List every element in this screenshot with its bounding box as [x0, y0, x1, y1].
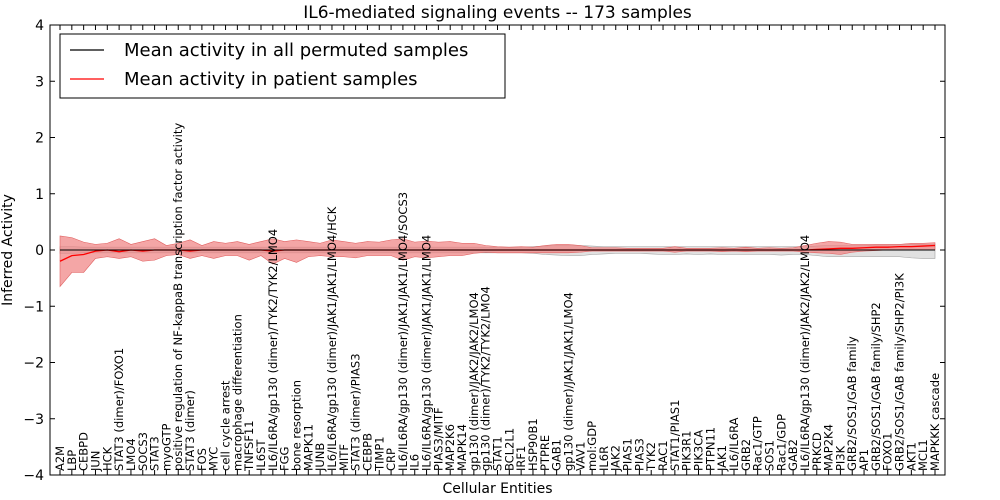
x-tick-label: SOS1 [762, 440, 776, 471]
x-tick-label: GRB2/SOS1/GAB family/SHP2 [869, 302, 883, 471]
x-tick-label: JUN [88, 451, 102, 472]
x-tick-label: BCL2L1 [502, 428, 516, 471]
x-tick-label: GAB1 [550, 439, 564, 471]
x-tick-label: gp130 (dimer)/JAK2/JAK2/LMO4 [467, 292, 481, 471]
legend-label-patient: Mean activity in patient samples [124, 69, 418, 90]
x-tick-label: IL6ST [254, 439, 268, 471]
x-tick-label: STAT3 (dimer)/PIAS3 [349, 353, 363, 471]
x-tick-label: AKT1 [904, 442, 918, 471]
y-tick-label: −1 [23, 299, 44, 315]
y-tick-label: 1 [35, 187, 44, 203]
x-tick-label: IL6/IL6RA/gp130 (dimer)/TYK2/TYK2/LMO4 [266, 229, 280, 471]
x-tick-label: STAT3 (dimer)/FOXO1 [112, 348, 126, 471]
x-tick-label: CEBPD [77, 432, 91, 471]
x-tick-label: HCK [100, 446, 114, 471]
x-tick-label: MAP2K4 [822, 424, 836, 471]
x-tick-label: STAT1 [491, 436, 505, 471]
x-tick-label: FGG [278, 447, 292, 471]
x-tick-label: MCL1 [916, 439, 930, 471]
x-tick-label: IL6/IL6RA/gp130 (dimer)/JAK1/JAK1/LMO4 [420, 235, 434, 471]
x-tick-label: RAC1 [656, 440, 670, 471]
y-tick-label: 0 [35, 243, 44, 259]
x-tick-label: PIK3CA [692, 430, 706, 471]
x-tick-label: TIMP1 [372, 436, 386, 472]
chart-title: IL6-mediated signaling events -- 173 sam… [303, 3, 692, 23]
x-tick-label: myoGTP [159, 423, 173, 471]
y-axis-title: Inferred Activity [0, 194, 16, 306]
x-tick-label: positive regulation of NF-kappaB transcr… [171, 123, 185, 471]
x-tick-label: PTPRE [538, 435, 552, 471]
x-tick-label: IL6R [597, 446, 611, 471]
legend: Mean activity in all permuted samples Me… [59, 33, 506, 99]
x-tick-label: HSP90B1 [526, 418, 540, 471]
y-tick-label: −4 [23, 468, 44, 484]
x-tick-label: PRKCD [810, 432, 824, 471]
x-tick-label: MYC [207, 447, 221, 471]
x-tick-label: PTPN11 [703, 427, 717, 471]
y-tick-label: −3 [23, 412, 44, 428]
x-tick-label: mol:GDP [585, 421, 599, 471]
x-tick-label: MITF [337, 444, 351, 471]
x-tick-label: bone resorption [289, 380, 303, 471]
x-tick-label: FOS [195, 448, 209, 471]
x-tick-label: JAK2 [609, 445, 623, 472]
x-tick-label: GRB2/SOS1/GAB family [845, 336, 859, 471]
x-tick-label: IRF1 [514, 446, 528, 471]
x-tick-label: TYK2 [644, 442, 658, 472]
x-tick-label: macrophage differentiation [230, 314, 244, 471]
x-tick-label: IL6/IL6RA/gp130 (dimer)/JAK1/JAK1/LMO4/S… [396, 192, 410, 471]
y-tick-label: 2 [35, 131, 44, 147]
legend-box [59, 33, 506, 99]
x-tick-label: LBP [65, 450, 79, 471]
x-tick-label: IL6/IL6RA [727, 417, 741, 471]
x-tick-label: IL6/IL6RA/gp130 (dimer)/JAK1/JAK1/LMO4/H… [325, 206, 339, 471]
x-tick-label: GAB2 [786, 439, 800, 471]
x-tick-label: GRB2 [739, 439, 753, 471]
x-tick-label: A2M [53, 446, 67, 471]
x-tick-label: cell cycle arrest [219, 380, 233, 471]
x-tick-label: PIK3R1 [680, 431, 694, 472]
x-tick-label: SOCS3 [136, 432, 150, 471]
x-tick-label: MAPKKK cascade [928, 373, 942, 471]
x-tick-label: STAT3 (dimer) [183, 390, 197, 471]
series-lines [59, 244, 936, 262]
x-axis-title: Cellular Entities [442, 481, 552, 497]
x-tick-label: PIAS3/MITF [431, 407, 445, 471]
x-tick-label: PIAS1 [621, 438, 635, 471]
x-tick-label: JAK1 [715, 445, 729, 472]
x-tick-label: IL6 [408, 454, 422, 471]
x-tick-label: Rac1/GDP [774, 414, 788, 471]
x-tick-label: AP1 [857, 449, 871, 471]
x-tick-label: MAPK14 [455, 424, 469, 471]
y-tick-label: −2 [23, 356, 44, 372]
x-tick-label: MAP2K6 [443, 424, 457, 471]
y-axis-ticks: −4 −3 −2 −1 0 1 2 3 4 [23, 18, 945, 484]
x-tick-label: IL6/IL6RA/gp130 (dimer)/JAK2/JAK2/LMO4 [798, 235, 812, 471]
x-tick-label: FOXO1 [881, 433, 895, 471]
y-tick-label: 4 [35, 18, 44, 34]
x-tick-label: STAT3 [148, 436, 162, 471]
x-tick-label: Rac1/GTP [751, 416, 765, 471]
x-tick-label: gp130 (dimer)/TYK2/TYK2/LMO4 [479, 286, 493, 471]
x-tick-label: MAPK11 [301, 424, 315, 471]
y-tick-label: 3 [35, 74, 44, 90]
x-tick-label: VAV1 [573, 442, 587, 471]
x-tick-label: CEBPB [360, 433, 374, 471]
x-tick-label: PI3K [833, 445, 847, 471]
x-tick-label: TNFSF11 [242, 420, 256, 472]
x-tick-label: JUNB [313, 443, 327, 472]
legend-label-permuted: Mean activity in all permuted samples [124, 40, 468, 61]
x-tick-label: gp130 (dimer)/JAK1/JAK1/LMO4 [561, 292, 575, 471]
x-tick-label: PIAS3 [632, 438, 646, 471]
x-tick-label: STAT1/PIAS1 [668, 400, 682, 471]
x-tick-label: CRP [384, 448, 398, 471]
x-tick-label: GRB2/SOS1/GAB family/SHP2/PI3K [893, 273, 907, 471]
x-tick-label: LMO4 [124, 438, 138, 471]
